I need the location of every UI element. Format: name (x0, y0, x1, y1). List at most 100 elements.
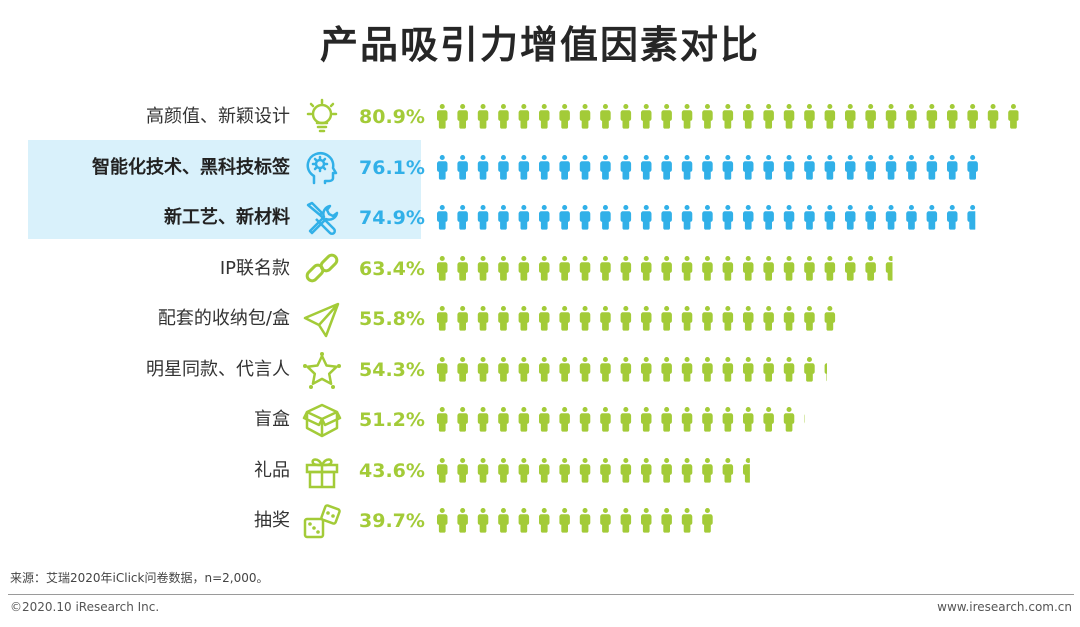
pictogram-bar (437, 104, 1019, 129)
person-icon (579, 205, 591, 230)
person-icon (681, 306, 693, 331)
person-icon (620, 154, 632, 180)
person-icon (498, 508, 509, 533)
person-icon (681, 255, 693, 281)
person-icon (437, 154, 448, 180)
person-icon (947, 154, 958, 180)
person-icon (824, 205, 836, 230)
chart-row: 新工艺、新材料 74.9% (0, 193, 1080, 243)
person-icon (600, 255, 611, 281)
category-label: IP联名款 (219, 257, 290, 279)
person-icon (722, 356, 734, 382)
person-icon (865, 205, 876, 230)
person-icon (722, 154, 734, 180)
person-icon (539, 356, 550, 382)
person-icon (457, 154, 468, 180)
person-icon (641, 356, 652, 382)
person-icon (947, 205, 958, 230)
bar-mark (437, 407, 805, 432)
value-label: 54.3% (359, 358, 425, 381)
person-icon (661, 306, 672, 331)
chart-row: 高颜值、新颖设计 80.9% (0, 92, 1080, 142)
person-icon (763, 154, 774, 180)
person-icon (722, 255, 734, 281)
person-icon (641, 457, 652, 483)
pictogram-bar (437, 306, 836, 331)
chart-row: 盲盒 51.2% (0, 395, 1080, 445)
person-icon (661, 205, 672, 230)
chart-row: 明星同款、代言人 54.3% (0, 345, 1080, 395)
website: www.iresearch.com.cn (937, 600, 1072, 614)
bar-mark (437, 205, 976, 230)
category-label: 高颜值、新颖设计 (146, 106, 290, 127)
pictogram-bar (437, 508, 713, 533)
person-icon (804, 414, 805, 424)
person-icon (620, 508, 632, 533)
person-icon (518, 508, 530, 533)
person-icon (518, 154, 530, 180)
person-icon (1008, 104, 1019, 129)
bar-mark (437, 306, 836, 331)
person-icon (845, 154, 856, 180)
pictogram-bar (437, 255, 893, 281)
person-icon (559, 356, 570, 382)
person-icon (620, 255, 632, 281)
value-label: 55.8% (359, 308, 425, 330)
person-icon (804, 255, 815, 281)
person-icon (702, 306, 713, 331)
person-icon (804, 104, 815, 129)
category-label: 抽奖 (254, 510, 290, 531)
person-icon (824, 255, 836, 281)
person-icon (457, 508, 468, 533)
person-icon (722, 104, 734, 129)
person-icon (783, 407, 795, 432)
person-icon (885, 104, 897, 129)
person-icon (661, 407, 672, 432)
person-icon (865, 255, 876, 281)
person-icon (437, 205, 448, 230)
pictogram-bar (437, 154, 978, 180)
person-icon (641, 306, 652, 331)
highlight-band (28, 140, 421, 239)
person-icon (498, 205, 509, 230)
person-icon (661, 356, 672, 382)
person-icon (641, 255, 652, 281)
bar-mark (437, 255, 893, 281)
person-icon (783, 104, 795, 129)
person-icon (926, 104, 938, 129)
chart-row: 配套的收纳包/盒 55.8% (0, 294, 1080, 344)
person-icon (947, 104, 958, 129)
chart-title: 产品吸引力增值因素对比 (319, 23, 760, 67)
person-icon (600, 356, 611, 382)
person-icon (600, 508, 611, 533)
person-icon (518, 407, 530, 432)
value-label: 39.7% (359, 510, 425, 532)
dice-icon (302, 502, 342, 540)
person-icon (498, 154, 509, 180)
person-icon (579, 457, 591, 483)
person-icon (763, 104, 774, 129)
person-icon (804, 306, 815, 331)
person-icon (681, 154, 693, 180)
person-icon (477, 255, 489, 281)
person-icon (477, 457, 489, 483)
person-icon (518, 306, 530, 331)
person-icon (641, 104, 652, 129)
person-icon (702, 154, 713, 180)
person-icon (437, 104, 448, 129)
person-icon (457, 457, 468, 483)
person-icon (783, 306, 795, 331)
category-label: 盲盒 (254, 409, 290, 430)
person-icon (539, 255, 550, 281)
person-icon (477, 154, 489, 180)
pictogram-bar (437, 356, 827, 382)
person-icon (641, 205, 652, 230)
chart-row: 抽奖 39.7% (0, 496, 1080, 546)
person-icon (477, 306, 489, 331)
copyright: ©2020.10 iResearch Inc. (10, 600, 160, 614)
person-icon (579, 104, 591, 129)
person-icon (477, 104, 489, 129)
bar-mark (437, 508, 713, 533)
person-icon (722, 205, 734, 230)
person-icon (702, 255, 713, 281)
